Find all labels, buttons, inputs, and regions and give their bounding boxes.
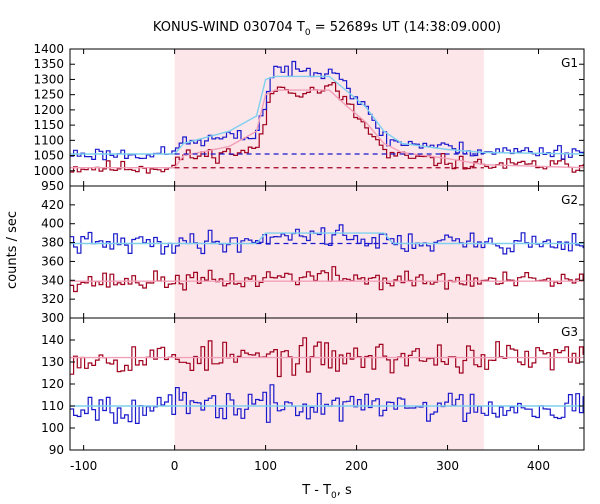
ytick-label-g1-1200: 1200: [33, 103, 64, 117]
xtick-label-300: 300: [436, 459, 459, 473]
burst-interval-shade-g2: [174, 186, 484, 318]
panel-label-g1: G1: [561, 56, 578, 70]
ytick-label-g3-90: 90: [49, 443, 64, 457]
ytick-label-g2-320: 320: [41, 292, 64, 306]
ytick-label-g1-1000: 1000: [33, 164, 64, 178]
ytick-label-g1-1400: 1400: [33, 42, 64, 56]
fit-fit_red-g1: [70, 89, 584, 169]
ytick-label-g3-140: 140: [41, 333, 64, 347]
ytick-label-g1-1300: 1300: [33, 72, 64, 86]
ytick-label-g1-1350: 1350: [33, 57, 64, 71]
panel-data-g3: [70, 337, 584, 424]
xtick-label-0: 0: [171, 459, 179, 473]
series-red-g2: [70, 266, 584, 293]
x-axis-title: T - T0, s: [301, 483, 352, 500]
ytick-label-g3-120: 120: [41, 377, 64, 391]
ytick-label-g1-1100: 1100: [33, 133, 64, 147]
ytick-label-g2-380: 380: [41, 236, 64, 250]
panel-label-g3: G3: [561, 325, 578, 339]
ytick-label-g1-950: 950: [41, 179, 64, 193]
fit-fit_blue-g1: [70, 75, 584, 155]
ytick-label-g3-130: 130: [41, 355, 64, 369]
ytick-label-g1-1150: 1150: [33, 118, 64, 132]
burst-interval-shade-g3: [174, 318, 484, 450]
burst-interval-shade-g1: [174, 49, 484, 186]
series-blue-g3: [70, 384, 584, 424]
ytick-label-g3-100: 100: [41, 421, 64, 435]
xtick-label-200: 200: [345, 459, 368, 473]
ytick-label-g1-1050: 1050: [33, 149, 64, 163]
ytick-label-g2-300: 300: [41, 311, 64, 325]
series-blue-g2: [70, 224, 584, 255]
ytick-label-g2-400: 400: [41, 217, 64, 231]
chart-title: KONUS-WIND 030704 T0 = 52689s UT (14:38:…: [153, 20, 501, 38]
xtick-label-100: 100: [254, 459, 277, 473]
panel-data-g1: [70, 60, 584, 174]
ytick-label-g2-340: 340: [41, 273, 64, 287]
ytick-label-g3-110: 110: [41, 399, 64, 413]
xtick-label--100: -100: [70, 459, 97, 473]
panel-data-g2: [70, 224, 584, 293]
xtick-label-400: 400: [527, 459, 550, 473]
fit-fit_blue-g2: [70, 232, 584, 245]
ytick-label-g1-1250: 1250: [33, 88, 64, 102]
panel-label-g2: G2: [561, 193, 578, 207]
ytick-label-g2-420: 420: [41, 198, 64, 212]
ytick-label-g2-360: 360: [41, 254, 64, 268]
series-red-g1: [70, 82, 584, 174]
y-axis-title: counts / sec: [5, 211, 20, 289]
